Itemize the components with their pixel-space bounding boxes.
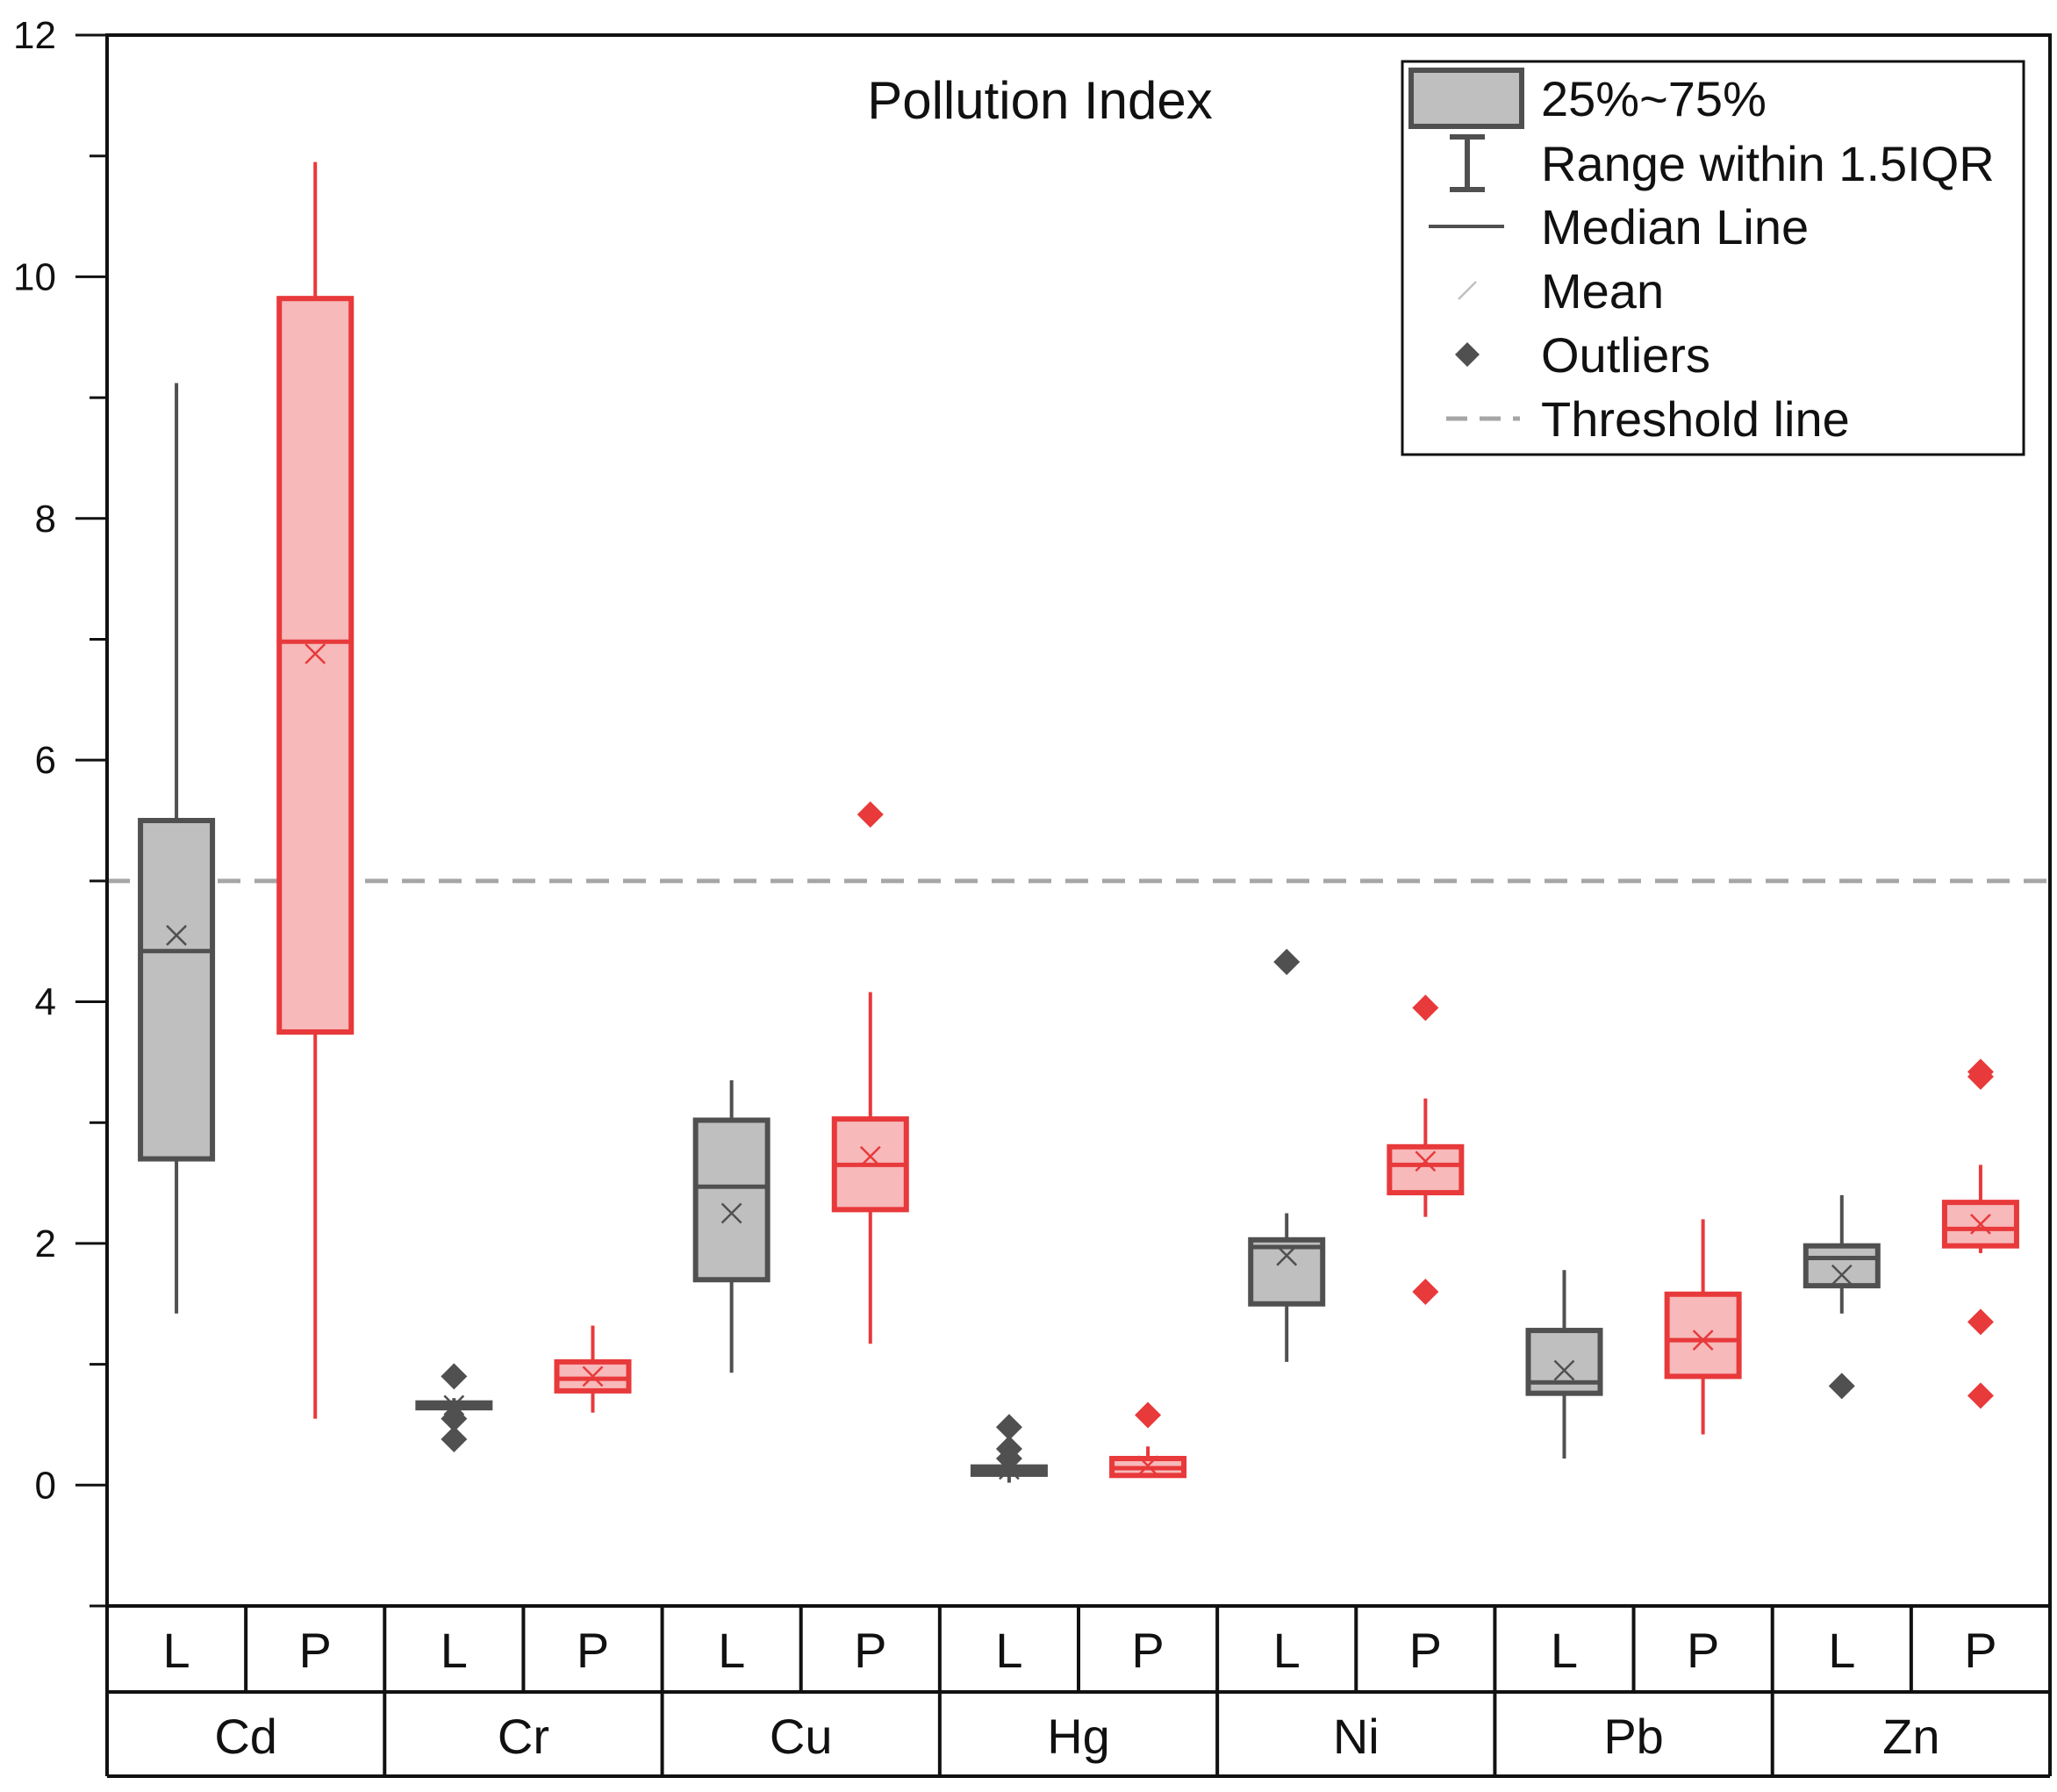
outlier-zn-p-3 bbox=[1967, 1382, 1994, 1409]
legend-box-swatch bbox=[1408, 68, 1524, 129]
mean-marker-cd-p bbox=[305, 643, 326, 664]
legend-item-box: 25%~75% bbox=[1408, 68, 1767, 129]
legend-label-outliers: Outliers bbox=[1541, 327, 1710, 383]
legend-item-mean: Mean bbox=[1458, 263, 1664, 319]
legend-item-outliers: Outliers bbox=[1455, 327, 1710, 383]
box-cd-l bbox=[138, 383, 216, 1314]
group-label-cr: Cr bbox=[498, 1709, 549, 1764]
legend-label-mean: Mean bbox=[1541, 263, 1664, 319]
y-tick-label-10: 10 bbox=[13, 255, 56, 298]
box-series-layer bbox=[138, 161, 2019, 1483]
outlier-ni-p-1 bbox=[1412, 1279, 1439, 1305]
mean-marker-cd-l bbox=[166, 924, 187, 946]
iqr-box-ni-l bbox=[1248, 1236, 1326, 1307]
iqr-box-cu-l bbox=[692, 1117, 770, 1283]
group-label-zn: Zn bbox=[1882, 1709, 1939, 1764]
mean-marker-cr-p bbox=[582, 1366, 604, 1387]
legend: 25%~75% Range within 1.5IQR Median Line Mea… bbox=[1401, 60, 2025, 456]
mean-marker-zn-p bbox=[1970, 1214, 1991, 1235]
subgroup-label-hg-p: P bbox=[1131, 1623, 1164, 1678]
outlier-zn-p-1 bbox=[1967, 1063, 1994, 1090]
subgroup-label-pb-p: P bbox=[1687, 1623, 1719, 1678]
category-table: L P Cd L P Cr L P Cu L P Hg L P Ni L P Pb L P Zn bbox=[105, 1606, 2052, 1778]
mean-marker-hg-p bbox=[1137, 1455, 1158, 1477]
box-cu-p bbox=[831, 801, 909, 1344]
group-label-ni: Ni bbox=[1333, 1709, 1380, 1764]
box-ni-p bbox=[1387, 994, 1465, 1305]
box-zn-p bbox=[1941, 1058, 2019, 1409]
subgroup-label-cd-p: P bbox=[299, 1623, 332, 1678]
mean-marker-cu-p bbox=[859, 1145, 881, 1167]
outlier-zn-p-2 bbox=[1967, 1308, 1994, 1336]
y-tick-label-12: 12 bbox=[13, 14, 56, 57]
subgroup-label-hg-l: L bbox=[995, 1623, 1022, 1678]
outlier-cr-l-2 bbox=[441, 1425, 468, 1452]
box-pb-p bbox=[1664, 1219, 1742, 1435]
chart-title: Pollution Index bbox=[867, 71, 1213, 130]
mean-marker-cu-l bbox=[720, 1202, 742, 1224]
outlier-zn-l-0 bbox=[1828, 1373, 1855, 1400]
outlier-cr-l-0 bbox=[441, 1363, 468, 1390]
legend-item-median: Median Line bbox=[1429, 199, 1809, 254]
mean-marker-zn-l bbox=[1831, 1264, 1853, 1286]
subgroup-label-cd-l: L bbox=[162, 1623, 190, 1678]
box-cr-p bbox=[554, 1325, 632, 1413]
subgroup-label-zn-p: P bbox=[1964, 1623, 1996, 1678]
legend-item-range: Range within 1.5IQR bbox=[1450, 134, 1995, 192]
iqr-box-ni-p bbox=[1387, 1143, 1465, 1196]
iqr-box-cd-p bbox=[276, 296, 355, 1035]
subgroup-label-ni-l: L bbox=[1273, 1623, 1301, 1678]
y-tick-label-4: 4 bbox=[35, 981, 56, 1024]
legend-outlier-swatch bbox=[1455, 342, 1480, 367]
subgroup-label-cr-l: L bbox=[441, 1623, 468, 1678]
outlier-cu-p-0 bbox=[856, 801, 884, 828]
box-hg-l bbox=[970, 1414, 1048, 1483]
mean-marker-pb-l bbox=[1553, 1359, 1575, 1381]
box-pb-l bbox=[1525, 1270, 1603, 1459]
box-cu-l bbox=[692, 1080, 770, 1373]
subgroup-label-cr-p: P bbox=[577, 1623, 609, 1678]
mean-marker-ni-p bbox=[1415, 1150, 1437, 1172]
group-label-cu: Cu bbox=[770, 1709, 833, 1764]
legend-item-threshold: Threshold line bbox=[1446, 391, 1850, 447]
mean-marker-cr-l bbox=[443, 1394, 465, 1416]
legend-label-box: 25%~75% bbox=[1541, 71, 1767, 126]
subgroup-label-ni-p: P bbox=[1409, 1623, 1442, 1678]
group-label-pb: Pb bbox=[1603, 1709, 1664, 1764]
group-label-cd: Cd bbox=[214, 1709, 277, 1764]
outlier-ni-p-0 bbox=[1412, 994, 1439, 1021]
iqr-box-cd-l bbox=[138, 818, 216, 1162]
iqr-box-cr-p bbox=[554, 1358, 632, 1394]
y-tick-label-2: 2 bbox=[35, 1222, 56, 1265]
group-label-hg: Hg bbox=[1047, 1709, 1110, 1764]
outlier-hg-p-0 bbox=[1135, 1401, 1162, 1429]
y-tick-label-0: 0 bbox=[35, 1464, 56, 1507]
box-ni-l bbox=[1248, 949, 1326, 1362]
iqr-box-pb-p bbox=[1664, 1291, 1742, 1380]
subgroup-label-zn-l: L bbox=[1828, 1623, 1855, 1678]
box-cr-l bbox=[415, 1363, 493, 1452]
outlier-hg-l-2 bbox=[995, 1445, 1022, 1473]
subgroup-label-cu-p: P bbox=[854, 1623, 886, 1678]
box-cd-p bbox=[276, 161, 355, 1419]
outlier-cr-l-1 bbox=[441, 1405, 468, 1432]
legend-label-range: Range within 1.5IQR bbox=[1541, 136, 1995, 191]
y-tick-label-6: 6 bbox=[35, 739, 56, 782]
mean-marker-ni-l bbox=[1276, 1244, 1298, 1266]
y-tick-label-8: 8 bbox=[35, 498, 56, 541]
subgroup-label-cu-l: L bbox=[718, 1623, 745, 1678]
legend-label-threshold: Threshold line bbox=[1541, 391, 1850, 447]
box-hg-p bbox=[1109, 1401, 1187, 1479]
outlier-ni-l-0 bbox=[1273, 949, 1301, 976]
outlier-hg-l-0 bbox=[995, 1414, 1022, 1441]
subgroup-label-pb-l: L bbox=[1551, 1623, 1578, 1678]
iqr-box-zn-l bbox=[1803, 1243, 1881, 1289]
legend-mean-swatch bbox=[1458, 281, 1477, 300]
mean-marker-pb-p bbox=[1692, 1330, 1714, 1351]
box-zn-l bbox=[1803, 1194, 1881, 1400]
legend-label-median: Median Line bbox=[1541, 199, 1809, 254]
